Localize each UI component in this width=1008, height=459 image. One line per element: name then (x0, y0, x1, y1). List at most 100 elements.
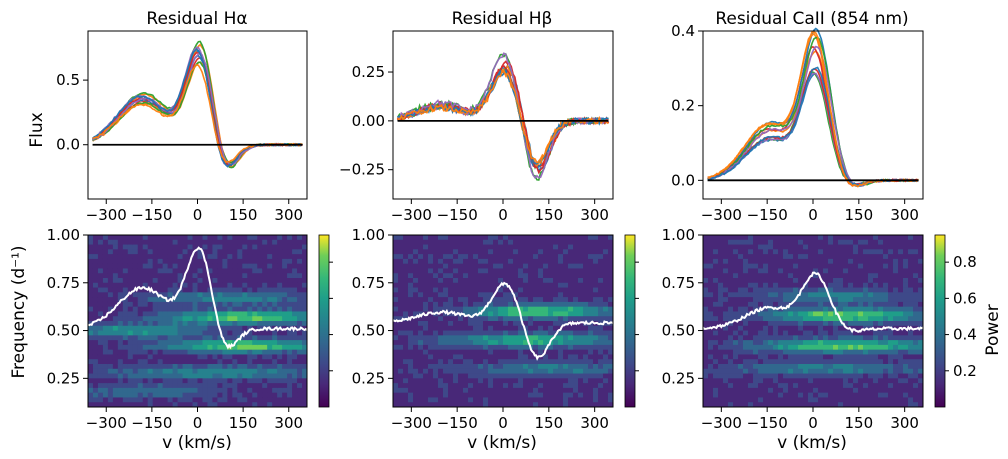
heatmap-cell (488, 292, 494, 298)
heatmap-cell (813, 292, 819, 298)
heatmap-cell (207, 378, 214, 384)
heatmap-cell (117, 392, 124, 399)
heatmap-cell (533, 254, 539, 260)
heatmap-cell (918, 239, 923, 246)
heatmap-cell (458, 273, 464, 279)
heatmap-cell (217, 235, 223, 241)
heatmap-cell (147, 349, 154, 356)
heatmap-cell (478, 301, 484, 308)
heatmap-cell (738, 397, 744, 403)
heatmap-cell (753, 373, 759, 379)
heatmap-cell (758, 316, 764, 322)
heatmap-cell (463, 311, 469, 317)
heatmap-cell (723, 268, 729, 274)
heatmap-cell (478, 344, 484, 351)
heatmap-cell (538, 239, 544, 246)
heatmap-cell (588, 244, 594, 250)
heatmap-cell (848, 301, 854, 308)
heatmap-cell (578, 273, 584, 279)
heatmap-cell (187, 273, 194, 279)
heatmap-cell (267, 383, 273, 389)
heatmap-cell (858, 301, 864, 308)
heatmap-cell (217, 316, 223, 322)
heatmap-cell (112, 273, 119, 279)
heatmap-cell (127, 278, 134, 284)
heatmap-cell (918, 402, 923, 407)
heatmap-cell (758, 344, 764, 351)
heatmap-cell (548, 392, 554, 399)
heatmap-cell (893, 301, 899, 308)
heatmap-cell (252, 340, 258, 346)
heatmap-cell (207, 244, 214, 250)
heatmap-cell (117, 340, 124, 346)
heatmap-cell (843, 340, 849, 346)
heatmap-cell (428, 316, 434, 322)
heatmap-cell (783, 254, 789, 260)
heatmap-cell (528, 235, 534, 241)
heatmap-cell (117, 254, 124, 260)
heatmap-cell (768, 349, 774, 356)
heatmap-cell (122, 364, 129, 370)
heatmap-cell (483, 297, 489, 303)
heatmap-cell (127, 311, 134, 317)
heatmap-cell (583, 368, 589, 375)
heatmap-cell (903, 316, 909, 322)
heatmap-cell (558, 287, 564, 293)
heatmap-cell (888, 330, 894, 336)
heatmap-cell (418, 292, 424, 298)
heatmap-cell (152, 340, 159, 346)
heatmap-cell (503, 321, 509, 327)
heatmap-cell (202, 301, 209, 308)
heatmap-cell (137, 301, 144, 308)
heatmap-cell (503, 292, 509, 298)
heatmap-cell (413, 254, 419, 260)
heatmap-cell (828, 316, 834, 322)
heatmap-cell (758, 311, 764, 317)
heatmap-cell (583, 402, 589, 407)
heatmap-cell (558, 311, 564, 317)
heatmap-cell (873, 344, 879, 351)
heatmap-cell (598, 340, 604, 346)
heatmap-cell (277, 402, 283, 407)
heatmap-cell (483, 383, 489, 389)
heatmap-cell (478, 368, 484, 375)
heatmap-cell (147, 239, 154, 246)
heatmap-cell (207, 249, 214, 255)
heatmap-cell (463, 258, 469, 265)
heatmap-cell (157, 254, 164, 260)
heatmap-cell (718, 244, 724, 250)
heatmap-cell (793, 387, 799, 394)
heatmap-cell (297, 287, 303, 293)
heatmap-cell (763, 273, 769, 279)
heatmap-cell (493, 344, 499, 351)
heatmap-cell (438, 321, 444, 327)
heatmap-cell (523, 278, 529, 284)
heatmap-cell (908, 316, 914, 322)
heatmap-cell (277, 349, 283, 356)
heatmap-cell (438, 278, 444, 284)
heatmap-cell (272, 292, 278, 298)
heatmap-cell (743, 258, 749, 265)
heatmap-cell (418, 402, 424, 407)
heatmap-cell (187, 239, 194, 246)
heatmap-cell (88, 306, 94, 313)
heatmap-cell (738, 321, 744, 327)
heatmap-cell (478, 383, 484, 389)
heatmap-cell (758, 282, 764, 289)
heatmap-cell (212, 239, 219, 246)
heatmap-cell (523, 297, 529, 303)
heatmap-cell (538, 301, 544, 308)
heatmap-cell (543, 359, 549, 365)
heatmap-cell (798, 387, 804, 394)
heatmap-cell (413, 344, 419, 351)
heatmap-cell (833, 383, 839, 389)
heatmap-cell (167, 254, 174, 260)
heatmap-cell (453, 316, 459, 322)
heatmap-cell (868, 335, 874, 341)
heatmap-cell (443, 378, 449, 384)
heatmap-cell (172, 364, 179, 370)
heatmap-cell (97, 378, 104, 384)
heatmap-cell (908, 344, 914, 351)
heatmap-cell (553, 297, 559, 303)
heatmap-cell (733, 306, 739, 313)
